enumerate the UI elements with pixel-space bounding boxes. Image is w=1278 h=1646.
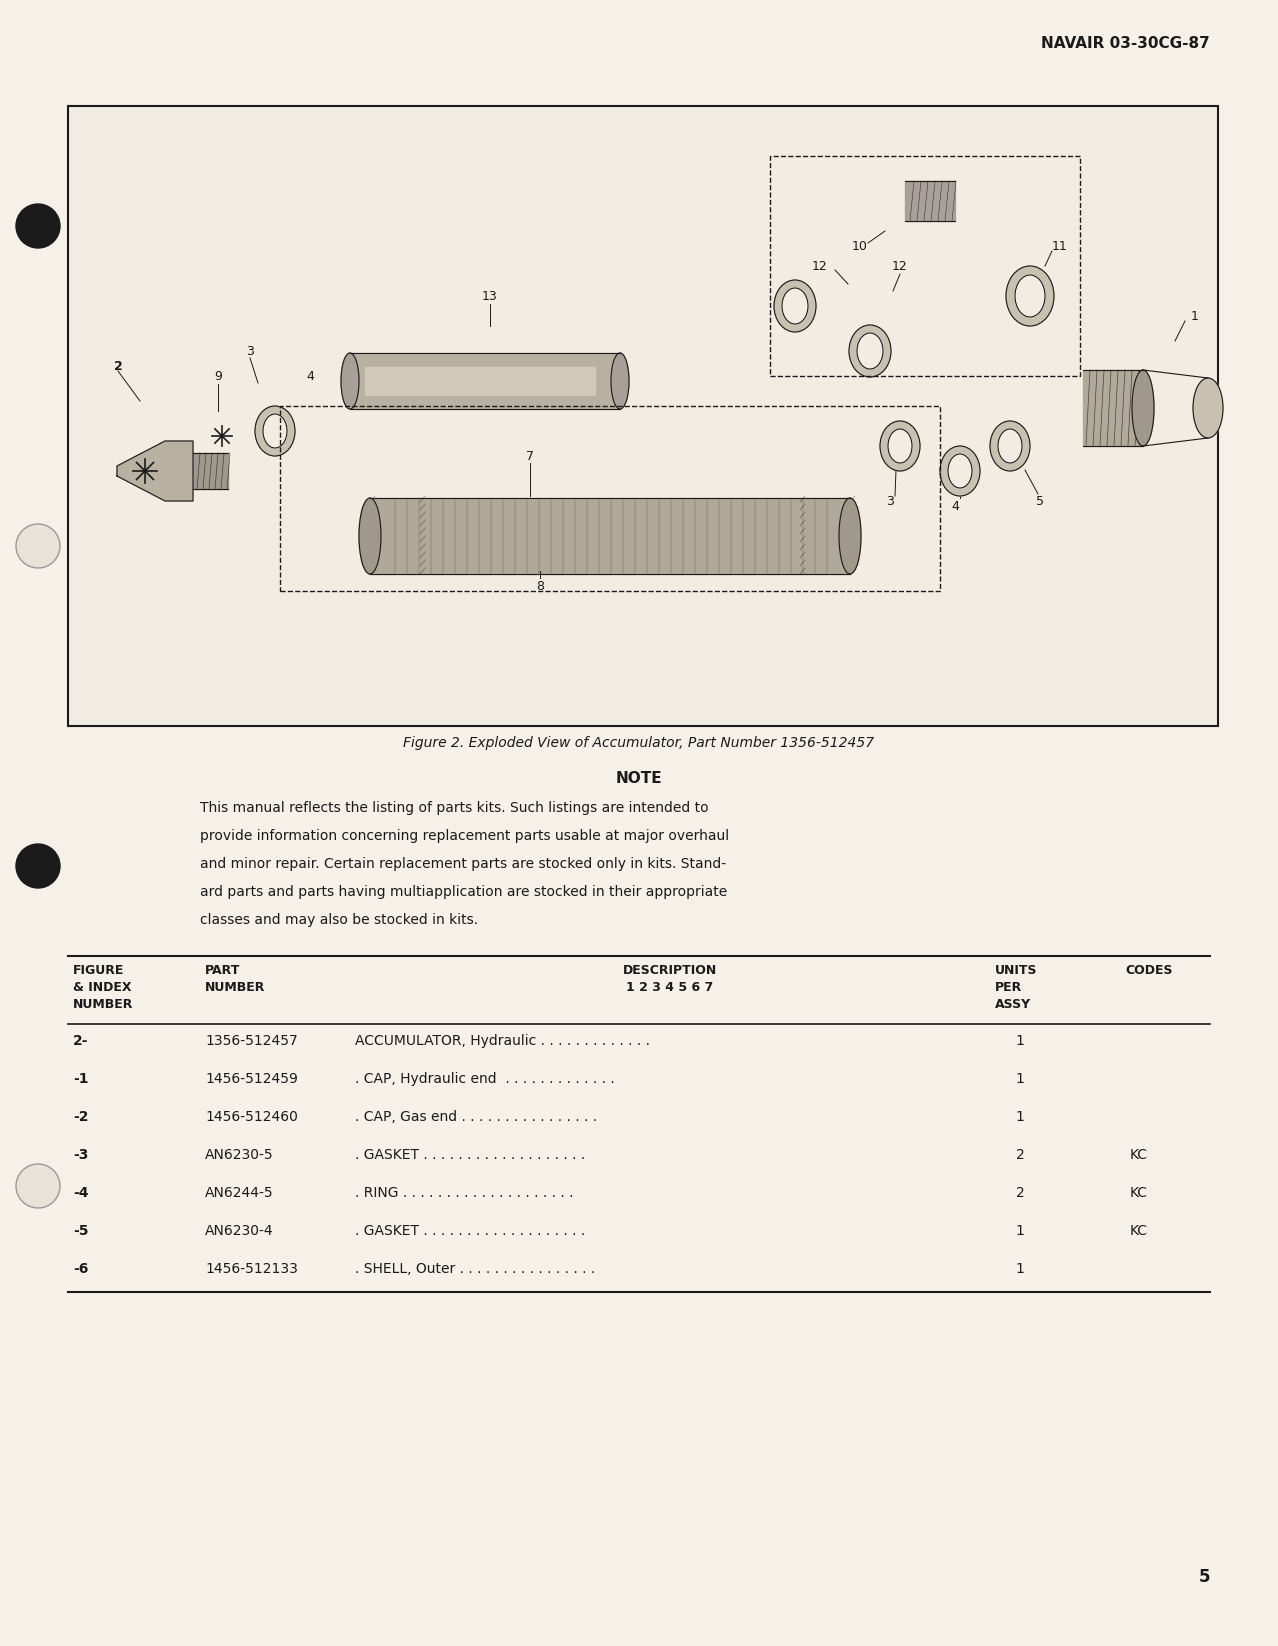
Text: 3: 3 (886, 494, 893, 507)
Text: . CAP, Gas end . . . . . . . . . . . . . . . .: . CAP, Gas end . . . . . . . . . . . . .… (355, 1109, 597, 1124)
Text: 1456-512133: 1456-512133 (204, 1262, 298, 1276)
Bar (366, 367, 596, 395)
Ellipse shape (774, 280, 815, 332)
Text: 1456-512460: 1456-512460 (204, 1109, 298, 1124)
Text: 11: 11 (1052, 240, 1068, 252)
Text: 1: 1 (1016, 1072, 1025, 1086)
Text: 1456-512459: 1456-512459 (204, 1072, 298, 1086)
Text: -1: -1 (73, 1072, 88, 1086)
Text: -6: -6 (73, 1262, 88, 1276)
Ellipse shape (849, 324, 891, 377)
Text: 12: 12 (892, 260, 907, 273)
Text: 1356-512457: 1356-512457 (204, 1034, 298, 1049)
Text: 4: 4 (305, 369, 314, 382)
Text: UNITS
PER
ASSY: UNITS PER ASSY (996, 965, 1038, 1011)
Ellipse shape (782, 288, 808, 324)
Text: AN6244-5: AN6244-5 (204, 1187, 273, 1200)
Text: -3: -3 (73, 1147, 88, 1162)
Text: This manual reflects the listing of parts kits. Such listings are intended to: This manual reflects the listing of part… (199, 802, 708, 815)
Text: -2: -2 (73, 1109, 88, 1124)
Text: 1: 1 (1016, 1109, 1025, 1124)
Text: . RING . . . . . . . . . . . . . . . . . . . .: . RING . . . . . . . . . . . . . . . . .… (355, 1187, 574, 1200)
Text: NOTE: NOTE (616, 770, 662, 787)
Polygon shape (118, 441, 193, 500)
Text: KC: KC (1130, 1225, 1148, 1238)
Ellipse shape (858, 332, 883, 369)
Text: 1: 1 (1016, 1034, 1025, 1049)
Text: provide information concerning replacement parts usable at major overhaul: provide information concerning replaceme… (199, 830, 730, 843)
Circle shape (17, 204, 60, 249)
Text: 2: 2 (114, 359, 123, 372)
Text: NAVAIR 03-30CG-87: NAVAIR 03-30CG-87 (1042, 36, 1210, 51)
Text: FIGURE
& INDEX
NUMBER: FIGURE & INDEX NUMBER (73, 965, 133, 1011)
Circle shape (17, 844, 60, 887)
Text: 8: 8 (535, 579, 544, 593)
Ellipse shape (263, 415, 288, 448)
Text: and minor repair. Certain replacement parts are stocked only in kits. Stand-: and minor repair. Certain replacement pa… (199, 858, 726, 871)
Bar (280, 407, 941, 591)
Ellipse shape (990, 421, 1030, 471)
Text: -4: -4 (73, 1187, 88, 1200)
Text: DESCRIPTION
1 2 3 4 5 6 7: DESCRIPTION 1 2 3 4 5 6 7 (622, 965, 717, 994)
Text: 10: 10 (852, 240, 868, 252)
Ellipse shape (888, 430, 912, 463)
Text: 2: 2 (1016, 1147, 1025, 1162)
Text: KC: KC (1130, 1147, 1148, 1162)
Ellipse shape (1132, 370, 1154, 446)
Text: AN6230-4: AN6230-4 (204, 1225, 273, 1238)
Bar (350, 352, 620, 408)
Text: 2: 2 (1016, 1187, 1025, 1200)
Ellipse shape (359, 499, 381, 574)
Ellipse shape (256, 407, 295, 456)
Text: . SHELL, Outer . . . . . . . . . . . . . . . .: . SHELL, Outer . . . . . . . . . . . . .… (355, 1262, 596, 1276)
Text: 7: 7 (527, 449, 534, 463)
Text: . GASKET . . . . . . . . . . . . . . . . . . .: . GASKET . . . . . . . . . . . . . . . .… (355, 1225, 585, 1238)
Circle shape (17, 523, 60, 568)
Ellipse shape (611, 352, 629, 408)
Text: classes and may also be stocked in kits.: classes and may also be stocked in kits. (199, 914, 478, 927)
Circle shape (17, 1164, 60, 1208)
Text: 1: 1 (1016, 1225, 1025, 1238)
Text: 2-: 2- (73, 1034, 88, 1049)
Ellipse shape (941, 446, 980, 495)
Ellipse shape (838, 499, 861, 574)
Ellipse shape (1192, 379, 1223, 438)
Bar (1082, 370, 1143, 446)
Text: 4: 4 (951, 499, 958, 512)
Text: 1: 1 (1016, 1262, 1025, 1276)
Ellipse shape (881, 421, 920, 471)
Text: -5: -5 (73, 1225, 88, 1238)
Bar (193, 453, 227, 489)
Text: . CAP, Hydraulic end  . . . . . . . . . . . . .: . CAP, Hydraulic end . . . . . . . . . .… (355, 1072, 615, 1086)
Bar (371, 499, 850, 574)
Text: KC: KC (1130, 1187, 1148, 1200)
Text: CODES: CODES (1125, 965, 1172, 978)
Text: PART
NUMBER: PART NUMBER (204, 965, 266, 994)
Text: . GASKET . . . . . . . . . . . . . . . . . . .: . GASKET . . . . . . . . . . . . . . . .… (355, 1147, 585, 1162)
Text: 9: 9 (213, 369, 222, 382)
Ellipse shape (948, 454, 973, 487)
Bar (905, 181, 955, 221)
Text: 12: 12 (812, 260, 828, 273)
Text: 5: 5 (1036, 494, 1044, 507)
Ellipse shape (341, 352, 359, 408)
Text: ard parts and parts having multiapplication are stocked in their appropriate: ard parts and parts having multiapplicat… (199, 886, 727, 899)
Text: 1: 1 (1191, 309, 1199, 323)
Ellipse shape (1006, 267, 1054, 326)
Text: ACCUMULATOR, Hydraulic . . . . . . . . . . . . .: ACCUMULATOR, Hydraulic . . . . . . . . .… (355, 1034, 651, 1049)
Bar (68, 105, 1218, 726)
Bar (771, 156, 1080, 375)
Ellipse shape (1015, 275, 1045, 318)
Text: 3: 3 (247, 344, 254, 357)
Text: 5: 5 (1199, 1569, 1210, 1587)
Text: Figure 2. Exploded View of Accumulator, Part Number 1356-512457: Figure 2. Exploded View of Accumulator, … (404, 736, 874, 751)
Text: 13: 13 (482, 290, 498, 303)
Ellipse shape (998, 430, 1022, 463)
Text: AN6230-5: AN6230-5 (204, 1147, 273, 1162)
